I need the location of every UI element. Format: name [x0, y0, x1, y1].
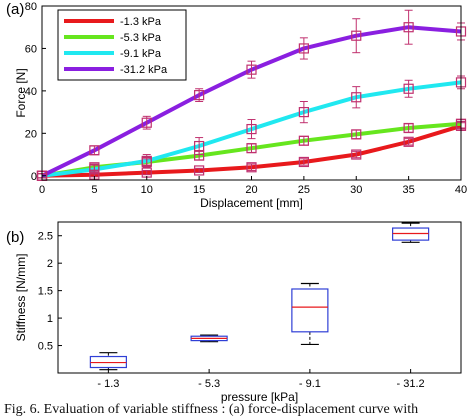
plot-frame [57, 221, 462, 374]
x-tick-label: - 5.3 [198, 378, 220, 390]
data-point [298, 43, 309, 54]
y-tick-label: 40 [25, 86, 37, 98]
data-point [403, 122, 414, 134]
box [291, 288, 329, 333]
data-point [246, 64, 257, 75]
data-point [246, 143, 257, 154]
legend-label: -9.1 kPa [120, 48, 162, 60]
axis-ticks: 0 5 10 15 20 25 30 35 40 0 20 40 60 80 [25, 1, 467, 196]
y-tick-label: 80 [25, 1, 37, 13]
y-tick-label: 60 [25, 43, 37, 55]
data-point [403, 136, 414, 147]
data-point [403, 22, 414, 33]
panel-label-a: (a) [6, 1, 24, 18]
x-tick-label: 5 [91, 184, 97, 196]
data-point [298, 156, 309, 168]
figure-caption: Fig. 6. Evaluation of variable stiffness… [4, 402, 419, 417]
data-point [89, 164, 100, 175]
x-tick-label: - 31.2 [397, 378, 425, 390]
y-tick-label: 1.5 [38, 286, 53, 298]
x-tick-label: 20 [245, 184, 257, 196]
legend-label: -5.3 kPa [120, 32, 162, 44]
y-tick-label: 0.5 [38, 341, 53, 353]
data-point [351, 30, 362, 41]
panel-label-b: (b) [6, 229, 24, 246]
data-point [403, 83, 414, 94]
x-tick-label: 0 [39, 184, 45, 196]
x-tick-label: - 9.1 [299, 378, 321, 390]
y-tick-label: 1 [47, 313, 53, 325]
data-point [194, 165, 205, 176]
y-tick-label: 2 [47, 258, 53, 270]
legend: -1.3 kPa -5.3 kPa -9.1 kPa -31.2 kPa [57, 9, 187, 81]
data-point [298, 106, 309, 118]
legend-label: -1.3 kPa [120, 16, 162, 28]
data-point [194, 90, 205, 101]
x-tick-label: 10 [141, 184, 153, 196]
data-point [141, 117, 152, 128]
data-point [194, 140, 205, 152]
x-axis-label: Displacement [mm] [200, 196, 303, 210]
data-point [351, 129, 362, 140]
y-tick-label: 2.5 [38, 231, 53, 243]
data-point [246, 123, 257, 135]
x-tick-label: 25 [298, 184, 310, 196]
x-tick-label: 40 [455, 184, 467, 196]
box-group [89, 222, 430, 371]
data-point [141, 155, 152, 167]
data-point [89, 145, 100, 156]
data-point [351, 149, 362, 160]
x-tick-label: - 1.3 [97, 378, 119, 390]
x-tick-label: 30 [350, 184, 362, 196]
box-chart-panel: (b) 0.5 1 1.5 2 2.5 - 1.3 - 5.3 - 9.1 - 31.2 pre… [6, 221, 462, 404]
data-point [246, 162, 257, 173]
data-point [298, 135, 309, 146]
line-chart-panel: (a) 0 5 10 15 20 25 30 35 40 0 20 40 60 80 Displaceme… [6, 1, 467, 210]
y-tick-label: 20 [25, 128, 37, 140]
axis-ticks: 0.5 1 1.5 2 2.5 - 1.3 - 5.3 - 9.1 - 31.2 [38, 231, 425, 390]
data-point [351, 92, 362, 103]
x-axis-label: pressure [kPa] [221, 390, 298, 404]
y-axis-label: Force [N] [14, 68, 28, 117]
y-axis-label: Stiffness [N/mm] [14, 254, 28, 342]
legend-label: -31.2 kPa [120, 64, 168, 76]
y-tick-label: 0 [31, 171, 37, 183]
x-tick-label: 35 [403, 184, 415, 196]
x-tick-label: 15 [193, 184, 205, 196]
